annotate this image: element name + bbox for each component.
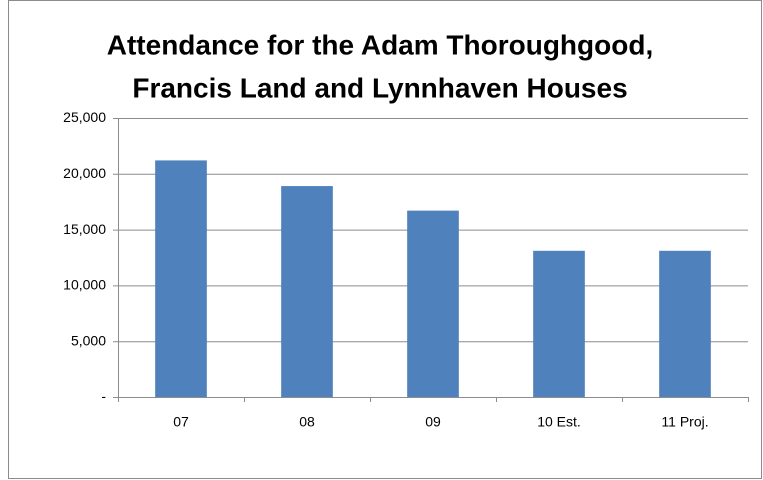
bar	[155, 160, 207, 397]
bar	[659, 250, 711, 397]
chart-title: Francis Land and Lynnhaven Houses	[132, 72, 627, 103]
x-tick-label: 07	[173, 414, 189, 430]
bar	[281, 186, 333, 397]
bar	[533, 250, 585, 397]
y-tick-label: 25,000	[63, 109, 106, 125]
x-tick-label: 09	[425, 414, 441, 430]
x-tick-label: 11 Proj.	[661, 414, 708, 430]
y-tick-label: 20,000	[63, 165, 106, 181]
chart-border	[8, 0, 762, 479]
chart-title: Attendance for the Adam Thoroughgood,	[107, 29, 653, 60]
x-tick-label: 08	[299, 414, 315, 430]
x-tick-label: 10 Est.	[537, 414, 581, 430]
y-tick-label: 15,000	[63, 221, 106, 237]
y-tick-label: -	[101, 388, 106, 404]
y-tick-label: 5,000	[71, 332, 106, 348]
bar	[407, 210, 459, 397]
y-tick-label: 10,000	[63, 277, 106, 293]
